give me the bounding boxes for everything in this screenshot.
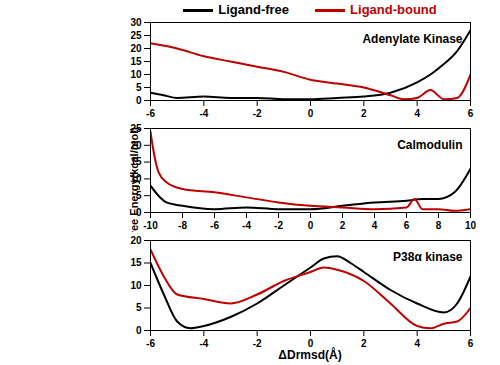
svg-text:20: 20 [130,43,142,54]
svg-text:0: 0 [136,325,142,336]
svg-text:8: 8 [436,220,442,231]
svg-text:4: 4 [414,338,420,349]
svg-text:5: 5 [136,82,142,93]
svg-text:-2: -2 [274,220,283,231]
svg-text:-2: -2 [253,108,262,119]
svg-text:-10: -10 [143,220,158,231]
svg-text:6: 6 [468,108,474,119]
svg-text:-6: -6 [146,338,155,349]
svg-text:2: 2 [340,220,346,231]
svg-text:0: 0 [308,220,314,231]
svg-text:-8: -8 [178,220,187,231]
svg-text:2: 2 [361,338,367,349]
svg-text:15: 15 [130,257,142,268]
svg-text:6: 6 [404,220,410,231]
svg-text:10: 10 [130,69,142,80]
svg-text:15: 15 [130,56,142,67]
svg-text:20: 20 [130,235,142,246]
svg-text:Calmodulin: Calmodulin [397,138,462,152]
svg-text:P38α kinase: P38α kinase [393,250,463,264]
svg-text:2: 2 [361,108,367,119]
svg-text:10: 10 [130,280,142,291]
svg-text:0: 0 [308,338,314,349]
svg-text:-2: -2 [253,338,262,349]
svg-text:10: 10 [465,220,477,231]
svg-text:4: 4 [414,108,420,119]
svg-text:-6: -6 [146,108,155,119]
svg-text:6: 6 [468,338,474,349]
svg-text:-4: -4 [199,338,208,349]
svg-text:0: 0 [136,95,142,106]
svg-text:-4: -4 [242,220,251,231]
svg-text:25: 25 [130,30,142,41]
svg-text:4: 4 [372,220,378,231]
svg-text:-4: -4 [199,108,208,119]
svg-text:-6: -6 [210,220,219,231]
svg-text:30: 30 [130,17,142,28]
svg-text:Adenylate Kinase: Adenylate Kinase [362,32,462,46]
svg-text:0: 0 [308,108,314,119]
svg-text:5: 5 [136,302,142,313]
